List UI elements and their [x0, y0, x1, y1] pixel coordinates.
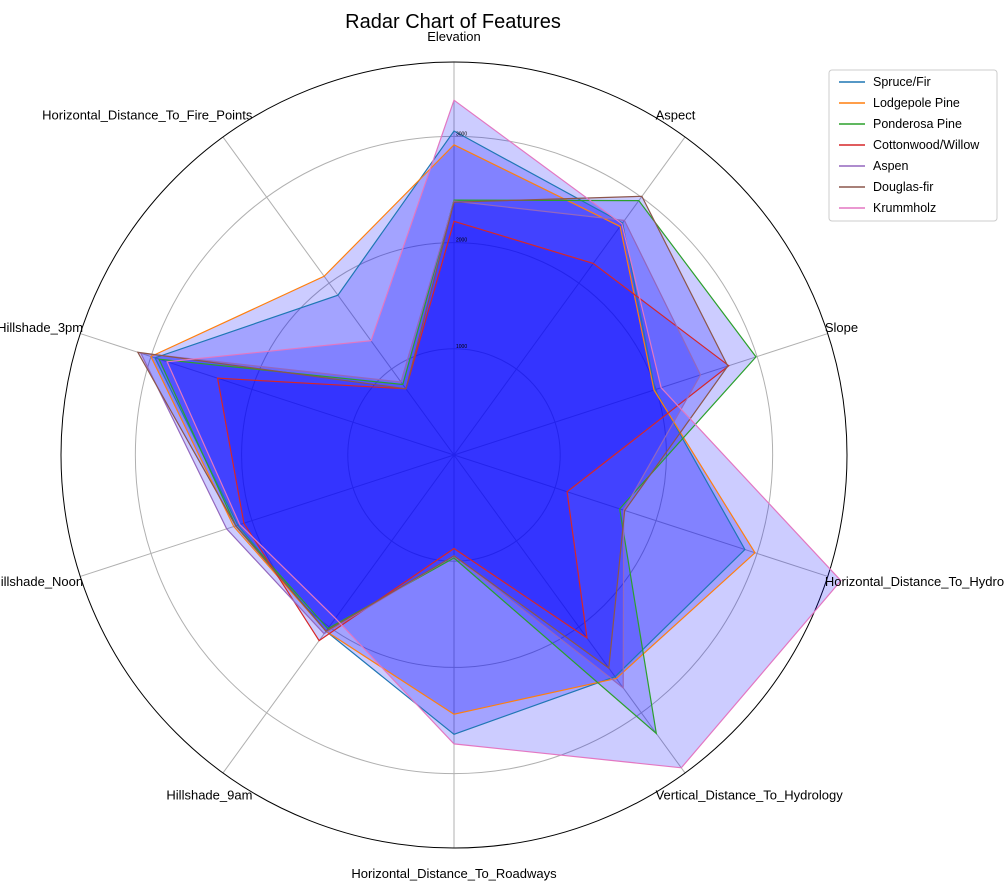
legend-box — [828, 69, 998, 222]
series-line-6 — [166, 99, 842, 769]
chart-title: Radar Chart of Features — [345, 11, 561, 33]
grid-layer — [60, 61, 848, 849]
legend-label: Lodgepole Pine — [873, 96, 960, 110]
spoke-line — [453, 454, 828, 577]
spoke-line — [80, 454, 455, 577]
axis-label-3: Horizontal_Distance_To_Hydrology — [825, 574, 1004, 589]
radial-tick-label: 1000 — [456, 344, 467, 350]
fill-layer — [137, 100, 841, 768]
outer-frame-circle — [60, 61, 848, 849]
series-line-0 — [154, 130, 746, 735]
tick-layer: 1000 2000 3000 — [456, 131, 467, 349]
series-line-2 — [158, 199, 757, 735]
legend-label: Ponderosa Pine — [873, 117, 962, 131]
axis-label-0: Elevation — [427, 29, 480, 44]
series-fill-6 — [167, 100, 841, 768]
spoke-line — [222, 136, 455, 456]
axis-label-4: Vertical_Distance_To_Hydrology — [656, 788, 844, 803]
radial-tick-label: 3000 — [456, 131, 467, 137]
spoke-line — [453, 136, 686, 456]
series-fill-5 — [137, 196, 728, 669]
radial-tick-label: 2000 — [456, 238, 467, 244]
legend-label: Cottonwood/Willow — [873, 138, 980, 152]
series-fill-4 — [140, 201, 701, 688]
legend-label: Spruce/Fir — [873, 75, 931, 89]
axis-label-9: Horizontal_Distance_To_Fire_Points — [42, 107, 253, 122]
series-fill-3 — [217, 221, 729, 641]
series-line-3 — [216, 220, 730, 642]
legend: Spruce/Fir Lodgepole Pine Ponderosa Pine Co… — [828, 69, 998, 222]
series-fill-2 — [159, 200, 756, 734]
series-line-1 — [150, 144, 756, 715]
axis-label-layer: Elevation Aspect Slope Horizontal_Distance_… — [0, 29, 1004, 881]
axis-label-7: Hillshade_Noon — [0, 574, 83, 589]
legend-label: Krummholz — [873, 201, 936, 215]
legend-label: Douglas-fir — [873, 180, 933, 194]
spoke-line — [222, 454, 455, 774]
axis-label-1: Aspect — [656, 107, 696, 122]
series-fill-0 — [155, 131, 745, 735]
axis-label-5: Horizontal_Distance_To_Roadways — [351, 866, 557, 881]
axis-label-2: Slope — [825, 320, 858, 335]
axis-label-6: Hillshade_9am — [166, 788, 252, 803]
spoke-line — [453, 333, 828, 456]
series-line-5 — [136, 195, 729, 670]
axis-label-8: Hillshade_3pm — [0, 320, 83, 335]
legend-label: Aspen — [873, 159, 908, 173]
spoke-line — [453, 454, 686, 774]
line-layer — [136, 99, 842, 769]
